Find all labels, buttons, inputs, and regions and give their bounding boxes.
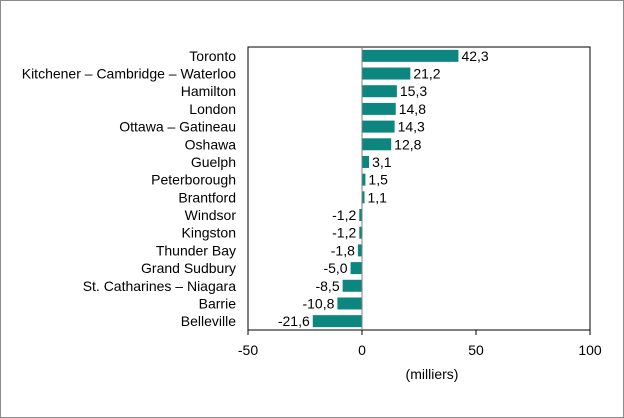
- bar: [359, 226, 362, 239]
- category-label: Ottawa – Gatineau: [119, 119, 236, 135]
- category-label: London: [189, 101, 236, 117]
- value-label: 14,8: [399, 101, 426, 117]
- x-tick-label: -50: [238, 342, 258, 358]
- category-label: Oshawa: [185, 136, 237, 152]
- x-tick-label: 50: [468, 342, 484, 358]
- bar: [312, 315, 362, 328]
- bar: [362, 173, 366, 186]
- plot-border: [247, 46, 591, 331]
- bar: [362, 67, 411, 80]
- value-label: 42,3: [461, 48, 488, 64]
- bar: [342, 279, 362, 292]
- x-tick-label: 100: [578, 342, 602, 358]
- x-tick-label: 0: [358, 342, 366, 358]
- bar: [362, 85, 397, 98]
- value-label: 1,5: [368, 172, 388, 188]
- value-label: -1,2: [332, 207, 356, 223]
- bar: [359, 209, 362, 222]
- value-label: -10,8: [302, 295, 334, 311]
- bar: [350, 262, 362, 275]
- value-label: 1,1: [368, 189, 388, 205]
- value-label: 15,3: [400, 83, 427, 99]
- category-label: Peterborough: [151, 172, 236, 188]
- value-label: 14,3: [398, 119, 425, 135]
- category-label: St. Catharines – Niagara: [83, 278, 237, 294]
- bar: [357, 244, 362, 257]
- category-label: Kingston: [182, 225, 236, 241]
- category-label: Belleville: [181, 313, 236, 329]
- bar: [362, 102, 396, 115]
- category-label: Guelph: [191, 154, 236, 170]
- value-label: -1,2: [332, 225, 356, 241]
- value-label: 12,8: [394, 136, 421, 152]
- category-label: Grand Sudbury: [141, 260, 236, 276]
- bar: [362, 191, 365, 204]
- bar: [362, 49, 459, 62]
- bar: [337, 297, 362, 310]
- category-label: Brantford: [178, 189, 236, 205]
- category-label: Thunder Bay: [156, 242, 236, 258]
- value-label: -8,5: [315, 278, 339, 294]
- bar: [362, 155, 370, 168]
- category-label: Windsor: [185, 207, 237, 223]
- category-label: Toronto: [189, 48, 236, 64]
- value-label: -5,0: [323, 260, 347, 276]
- category-label: Kitchener – Cambridge – Waterloo: [22, 66, 236, 82]
- plot-area: Toronto 42,3 Kitchener – Cambridge – Water…: [22, 46, 602, 358]
- category-label: Hamilton: [181, 83, 236, 99]
- bar: [362, 138, 392, 151]
- x-axis-label: (milliers): [406, 366, 459, 382]
- bar: [362, 120, 395, 133]
- category-label: Barrie: [199, 295, 237, 311]
- value-label: -21,6: [278, 313, 310, 329]
- value-label: -1,8: [331, 242, 355, 258]
- value-label: 3,1: [372, 154, 392, 170]
- value-label: 21,2: [413, 66, 440, 82]
